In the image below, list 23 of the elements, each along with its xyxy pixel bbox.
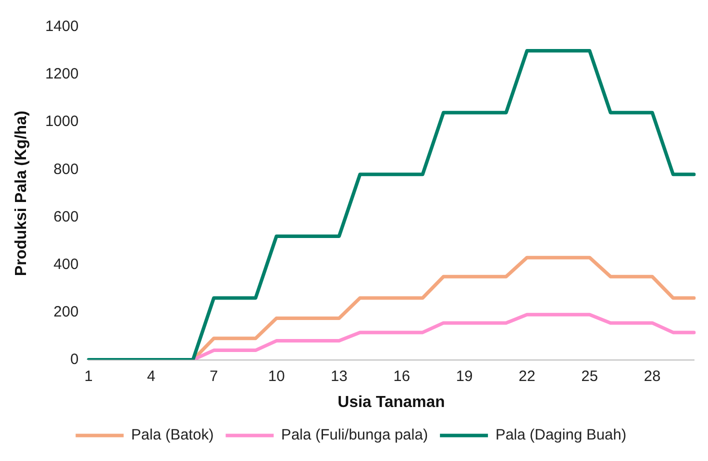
x-tick-label: 16 bbox=[393, 368, 410, 385]
x-tick-label: 22 bbox=[518, 368, 536, 385]
x-tick-label: 25 bbox=[581, 368, 598, 385]
y-tick-label: 1400 bbox=[45, 18, 79, 36]
y-axis-title: Produksi Pala (Kg/ha) bbox=[13, 110, 30, 276]
x-tick-label: 4 bbox=[147, 368, 156, 385]
x-tick-label: 19 bbox=[456, 368, 473, 385]
x-tick-label: 7 bbox=[210, 368, 218, 385]
y-tick-label: 600 bbox=[54, 208, 79, 226]
y-tick-label: 1000 bbox=[45, 113, 79, 130]
y-tick-label: 200 bbox=[54, 303, 79, 320]
x-tick-label: 28 bbox=[644, 368, 661, 385]
y-tick-label: 0 bbox=[70, 350, 79, 368]
y-tick-label: 1200 bbox=[45, 66, 79, 83]
legend-label: Pala (Batok) bbox=[131, 426, 214, 444]
x-tick-label: 1 bbox=[84, 368, 93, 385]
y-tick-label: 400 bbox=[54, 256, 79, 273]
x-axis-title: Usia Tanaman bbox=[338, 394, 445, 411]
y-tick-label: 800 bbox=[54, 160, 79, 178]
x-tick-label: 10 bbox=[268, 368, 285, 385]
legend-label: Pala (Daging Buah) bbox=[495, 426, 626, 444]
x-tick-label: 13 bbox=[330, 368, 348, 385]
legend-label: Pala (Fuli/bunga pala) bbox=[281, 426, 428, 444]
